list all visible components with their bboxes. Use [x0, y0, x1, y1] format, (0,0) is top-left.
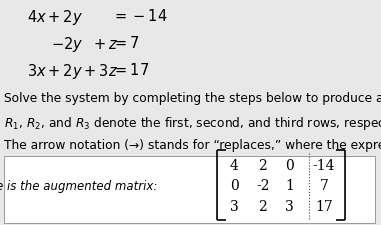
Text: 0: 0 — [285, 158, 294, 172]
Text: 0: 0 — [230, 179, 239, 193]
Text: 4: 4 — [230, 158, 239, 172]
Text: $4x + 2y$: $4x + 2y$ — [27, 8, 83, 27]
Text: The arrow notation (→) stands for “replaces,” where the expression on the: The arrow notation (→) stands for “repla… — [4, 138, 381, 151]
Text: $= -14$: $= -14$ — [112, 8, 168, 24]
Text: 2: 2 — [259, 158, 267, 172]
Text: 2: 2 — [259, 199, 267, 213]
Text: $3x + 2y + 3z$: $3x + 2y + 3z$ — [27, 62, 118, 81]
Text: 3: 3 — [285, 199, 294, 213]
Text: $= 7$: $= 7$ — [112, 35, 141, 51]
Text: Here is the augmented matrix:: Here is the augmented matrix: — [0, 179, 158, 192]
Text: 7: 7 — [319, 179, 328, 193]
Text: Solve the system by completing the steps below to produce a reduced row: Solve the system by completing the steps… — [4, 91, 381, 104]
Text: 3: 3 — [230, 199, 239, 213]
Text: 17: 17 — [315, 199, 333, 213]
Text: -14: -14 — [312, 158, 335, 172]
FancyBboxPatch shape — [4, 156, 375, 223]
Text: 1: 1 — [285, 179, 294, 193]
Text: -2: -2 — [256, 179, 270, 193]
Text: $-2y\ \ +z$: $-2y\ \ +z$ — [51, 35, 119, 54]
Text: $= 17$: $= 17$ — [112, 62, 150, 78]
Text: $R_1$, $R_2$, and $R_3$ denote the first, second, and third rows, respectively.: $R_1$, $R_2$, and $R_3$ denote the first… — [4, 115, 381, 132]
